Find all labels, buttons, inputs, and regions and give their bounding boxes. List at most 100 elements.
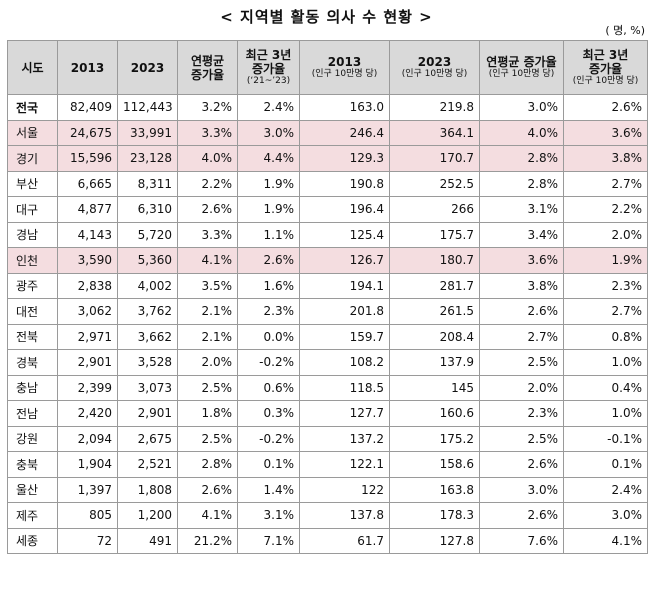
- value-cell: 2.8%: [479, 170, 564, 197]
- value-cell: 2.5%: [177, 374, 238, 401]
- value-cell: 2.2%: [177, 170, 238, 197]
- value-cell: 15,596: [57, 145, 118, 172]
- value-cell: 3,762: [117, 298, 178, 325]
- column-header: 연평균 증가율: [177, 40, 238, 95]
- value-cell: 805: [57, 502, 118, 529]
- table-row: 대전 3,062 3,762 2.1% 2.3% 201.8 261.5 2.6% 2.7%: [7, 298, 648, 325]
- region-cell: 광주: [7, 272, 58, 299]
- value-cell: 127.8: [389, 527, 480, 554]
- value-cell: 2.5%: [479, 349, 564, 376]
- region-cell: 충남: [7, 374, 58, 401]
- value-cell: 2.0%: [177, 349, 238, 376]
- value-cell: 3,662: [117, 323, 178, 350]
- value-cell: 2.6%: [563, 94, 648, 121]
- value-cell: 1,808: [117, 476, 178, 503]
- value-cell: 3.6%: [563, 119, 648, 146]
- value-cell: 137.2: [299, 425, 390, 452]
- column-header: 시도: [7, 40, 58, 95]
- value-cell: 2,901: [57, 349, 118, 376]
- region-cell: 전국: [7, 94, 58, 121]
- value-cell: 3.4%: [479, 221, 564, 248]
- value-cell: 1,397: [57, 476, 118, 503]
- column-header: 2023: [117, 40, 178, 95]
- value-cell: 3.3%: [177, 119, 238, 146]
- value-cell: 4.1%: [563, 527, 648, 554]
- value-cell: 1.0%: [563, 349, 648, 376]
- value-cell: 0.6%: [237, 374, 300, 401]
- column-header-label: 2013: [70, 60, 105, 75]
- value-cell: 4.4%: [237, 145, 300, 172]
- value-cell: 2,675: [117, 425, 178, 452]
- value-cell: -0.2%: [237, 425, 300, 452]
- region-cell: 경기: [7, 145, 58, 172]
- value-cell: 2.5%: [177, 425, 238, 452]
- column-header-sublabel: (‘21~’23): [246, 76, 291, 86]
- region-cell: 제주: [7, 502, 58, 529]
- value-cell: 0.3%: [237, 400, 300, 427]
- header-row: 시도 2013 2023 연평균 증가율 최근 3년 증가율 (‘21~’23) 2013 (인구…: [7, 40, 648, 95]
- value-cell: 2.1%: [177, 298, 238, 325]
- region-cell: 대전: [7, 298, 58, 325]
- value-cell: 1.1%: [237, 221, 300, 248]
- column-header: 2013: [57, 40, 118, 95]
- unit-label: ( 명, %): [605, 24, 645, 37]
- value-cell: 364.1: [389, 119, 480, 146]
- value-cell: 7.1%: [237, 527, 300, 554]
- table-row: 제주 805 1,200 4.1% 3.1% 137.8 178.3 2.6% 3.0%: [7, 502, 648, 529]
- value-cell: 491: [117, 527, 178, 554]
- value-cell: 21.2%: [177, 527, 238, 554]
- value-cell: 266: [389, 196, 480, 223]
- region-cell: 울산: [7, 476, 58, 503]
- value-cell: 4.1%: [177, 247, 238, 274]
- value-cell: 175.7: [389, 221, 480, 248]
- value-cell: 4,877: [57, 196, 118, 223]
- column-header-sublabel: (인구 10만명 당): [311, 69, 378, 79]
- value-cell: 3.0%: [479, 476, 564, 503]
- value-cell: 219.8: [389, 94, 480, 121]
- value-cell: 145: [389, 374, 480, 401]
- value-cell: 2.7%: [479, 323, 564, 350]
- table-row: 서울 24,675 33,991 3.3% 3.0% 246.4 364.1 4.0% 3.6%: [7, 119, 648, 146]
- table-row: 전남 2,420 2,901 1.8% 0.3% 127.7 160.6 2.3% 1.0%: [7, 400, 648, 427]
- value-cell: 3.1%: [479, 196, 564, 223]
- table-row: 전북 2,971 3,662 2.1% 0.0% 159.7 208.4 2.7% 0.8%: [7, 323, 648, 350]
- column-header: 최근 3년 증가율 (‘21~’23): [237, 40, 300, 95]
- value-cell: 1.9%: [237, 170, 300, 197]
- value-cell: 2.4%: [563, 476, 648, 503]
- value-cell: 3,062: [57, 298, 118, 325]
- value-cell: 2.2%: [563, 196, 648, 223]
- value-cell: 208.4: [389, 323, 480, 350]
- table-row: 충북 1,904 2,521 2.8% 0.1% 122.1 158.6 2.6% 0.1%: [7, 451, 648, 478]
- value-cell: 2.5%: [479, 425, 564, 452]
- value-cell: 2.4%: [237, 94, 300, 121]
- column-header-label: 2013: [327, 55, 362, 69]
- value-cell: 2.3%: [479, 400, 564, 427]
- value-cell: 180.7: [389, 247, 480, 274]
- value-cell: 137.9: [389, 349, 480, 376]
- value-cell: 175.2: [389, 425, 480, 452]
- value-cell: 3.1%: [237, 502, 300, 529]
- value-cell: 2.8%: [479, 145, 564, 172]
- value-cell: 3.2%: [177, 94, 238, 121]
- value-cell: 2.0%: [479, 374, 564, 401]
- value-cell: 2.6%: [479, 451, 564, 478]
- value-cell: 108.2: [299, 349, 390, 376]
- value-cell: 3.0%: [237, 119, 300, 146]
- column-header-label: 연평균: [190, 53, 225, 68]
- value-cell: 2.3%: [563, 272, 648, 299]
- column-header-label: 연평균 증가율: [486, 55, 557, 69]
- value-cell: 178.3: [389, 502, 480, 529]
- value-cell: 1.4%: [237, 476, 300, 503]
- value-cell: 23,128: [117, 145, 178, 172]
- column-header-sublabel: (인구 10만명 당): [401, 69, 468, 79]
- value-cell: 2.3%: [237, 298, 300, 325]
- table-row: 경북 2,901 3,528 2.0% -0.2% 108.2 137.9 2.5% 1.0%: [7, 349, 648, 376]
- value-cell: 1.6%: [237, 272, 300, 299]
- value-cell: 246.4: [299, 119, 390, 146]
- value-cell: 4,143: [57, 221, 118, 248]
- value-cell: 0.8%: [563, 323, 648, 350]
- value-cell: 61.7: [299, 527, 390, 554]
- value-cell: 122: [299, 476, 390, 503]
- value-cell: 3,073: [117, 374, 178, 401]
- region-cell: 전북: [7, 323, 58, 350]
